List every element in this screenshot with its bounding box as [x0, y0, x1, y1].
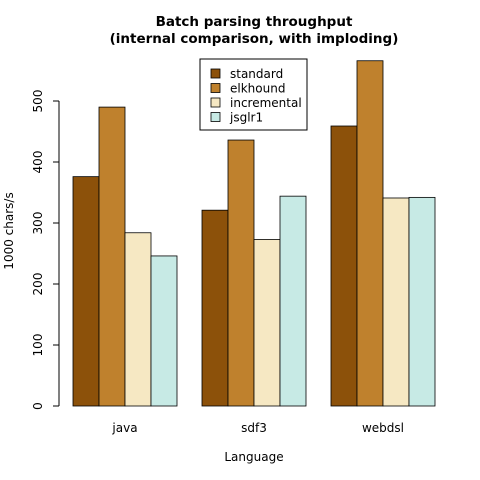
x-tick-label: sdf3 — [241, 421, 267, 435]
bar-webdsl-elkhound — [356, 60, 384, 407]
bar-java-elkhound — [98, 106, 126, 407]
y-tick-label: 400 — [31, 151, 45, 174]
bar-sdf3-incremental — [253, 239, 281, 407]
legend-label-elkhound: elkhound — [230, 82, 285, 96]
y-axis: 0 100 200 300 400 500 — [31, 90, 60, 410]
legend-label-jsglr1: jsglr1 — [229, 111, 263, 125]
bar-sdf3-standard — [201, 209, 229, 407]
x-axis: java sdf3 webdsl — [111, 421, 404, 435]
y-tick-label: 100 — [31, 334, 45, 357]
legend-label-standard: standard — [230, 67, 283, 81]
x-tick-label: java — [111, 421, 137, 435]
bars-group — [72, 60, 436, 407]
legend-swatch-elkhound — [210, 83, 221, 93]
x-tick-label: webdsl — [362, 421, 404, 435]
bar-webdsl-incremental — [382, 197, 410, 407]
legend-swatch-standard — [210, 68, 221, 79]
bar-java-jsglr1 — [150, 255, 178, 407]
y-tick-label: 300 — [31, 212, 45, 235]
y-tick-label: 0 — [31, 402, 45, 410]
bar-sdf3-jsglr1 — [279, 195, 307, 407]
legend-swatch-incremental — [210, 97, 221, 108]
y-axis-label: 1000 chars/s — [2, 192, 16, 269]
y-tick-label: 200 — [31, 273, 45, 296]
chart-title: Batch parsing throughput — [156, 14, 353, 30]
y-tick-label: 500 — [31, 90, 45, 113]
x-axis-label: Language — [224, 450, 283, 464]
bar-sdf3-elkhound — [227, 139, 255, 407]
bar-webdsl-standard — [330, 125, 358, 407]
legend-label-incremental: incremental — [230, 96, 302, 110]
bar-webdsl-jsglr1 — [408, 196, 436, 407]
legend-swatch-jsglr1 — [210, 112, 221, 122]
chart-subtitle: (internal comparison, with imploding) — [110, 31, 399, 47]
bar-java-incremental — [124, 232, 152, 407]
bar-java-standard — [72, 176, 100, 407]
